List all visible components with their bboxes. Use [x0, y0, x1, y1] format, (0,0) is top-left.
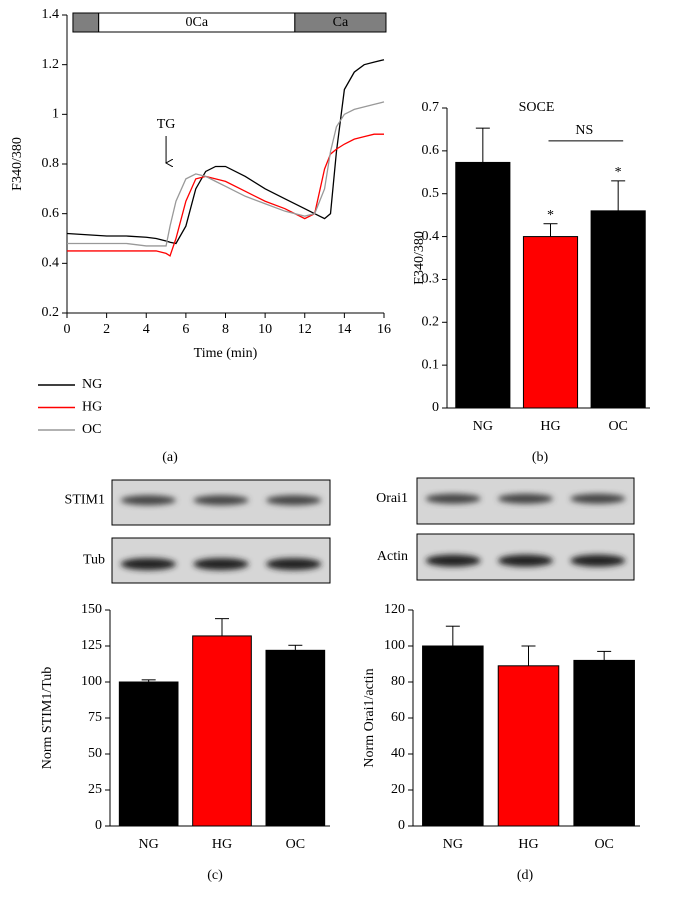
- x-tick-label: OC: [594, 837, 613, 852]
- y-tick-label: 75: [88, 710, 102, 725]
- series-line: [67, 133, 384, 257]
- y-tick-label: 1.2: [42, 57, 60, 72]
- y-tick-label: 1: [52, 107, 59, 122]
- legend-label: HG: [82, 400, 102, 415]
- y-tick-label: 0.6: [42, 206, 60, 221]
- blot-band: [266, 495, 322, 506]
- blot-band: [120, 558, 176, 571]
- y-tick-label: 0: [432, 400, 439, 415]
- blot-band: [193, 495, 249, 506]
- blot-band: [425, 493, 481, 504]
- caption: (b): [532, 450, 549, 465]
- y-tick-label: 80: [391, 674, 405, 689]
- blot-band: [498, 554, 553, 567]
- y-tick-label: 1.4: [42, 7, 60, 22]
- y-tick-label: 40: [391, 746, 405, 761]
- period-label: 0Ca: [185, 15, 208, 30]
- bar: [118, 681, 179, 827]
- bar: [497, 665, 560, 827]
- blot-band: [266, 558, 322, 571]
- y-tick-label: 0.2: [42, 305, 60, 320]
- x-tick-label: 10: [258, 322, 272, 337]
- x-axis-label: Time (min): [194, 346, 258, 361]
- blot-band: [498, 493, 553, 504]
- x-tick-label: NG: [473, 419, 493, 434]
- significance-mark: *: [615, 165, 622, 180]
- y-axis-label: Norm Orai1/actin: [362, 668, 377, 767]
- x-tick-label: 6: [182, 322, 189, 337]
- x-tick-label: OC: [608, 419, 627, 434]
- significance-mark: *: [547, 208, 554, 223]
- period-bar: [294, 12, 387, 33]
- bar: [192, 635, 252, 827]
- y-tick-label: 20: [391, 782, 405, 797]
- y-tick-label: 0.2: [422, 315, 440, 330]
- y-tick-label: 125: [81, 638, 102, 653]
- y-axis-label: F340/380: [10, 137, 25, 191]
- bar: [522, 236, 579, 409]
- y-tick-label: 150: [81, 602, 102, 617]
- blot-band: [425, 554, 481, 567]
- period-bar: [72, 12, 100, 33]
- series-line: [67, 101, 385, 247]
- blot-label: Tub: [83, 553, 105, 568]
- blot-label: Actin: [377, 549, 408, 564]
- x-tick-label: NG: [443, 837, 463, 852]
- caption: (d): [517, 868, 534, 883]
- blot-label: Orai1: [376, 491, 408, 506]
- y-tick-label: 25: [88, 782, 102, 797]
- blot-band: [193, 558, 249, 571]
- y-tick-label: 60: [391, 710, 405, 725]
- y-tick-label: 0.6: [422, 143, 440, 158]
- y-tick-label: 120: [384, 602, 405, 617]
- legend-label: OC: [82, 422, 101, 437]
- x-tick-label: HG: [212, 837, 232, 852]
- bar: [455, 161, 511, 409]
- y-tick-label: 0.5: [422, 186, 440, 201]
- x-tick-label: 4: [143, 322, 150, 337]
- blot-label: STIM1: [65, 493, 105, 508]
- legend-label: NG: [82, 377, 102, 392]
- comparison-label: NS: [575, 123, 593, 138]
- blot-band: [120, 495, 176, 506]
- x-tick-label: HG: [540, 419, 560, 434]
- blot-band: [570, 493, 626, 504]
- y-tick-label: 50: [88, 746, 102, 761]
- y-tick-label: 100: [81, 674, 102, 689]
- caption: (a): [162, 450, 178, 465]
- x-tick-label: HG: [518, 837, 538, 852]
- x-tick-label: NG: [139, 837, 159, 852]
- bar: [590, 210, 646, 409]
- caption: (c): [207, 868, 223, 883]
- y-tick-label: 0.8: [42, 156, 60, 171]
- y-axis-label: F340/380: [412, 231, 427, 285]
- bar: [573, 659, 635, 827]
- x-tick-label: 14: [337, 322, 351, 337]
- y-tick-label: 0.1: [422, 357, 440, 372]
- bar: [265, 649, 326, 827]
- y-axis-label: Norm STIM1/Tub: [40, 667, 55, 770]
- x-tick-label: OC: [286, 837, 305, 852]
- bar: [422, 645, 484, 827]
- period-label: Ca: [333, 15, 349, 30]
- y-tick-label: 0.4: [42, 256, 60, 271]
- y-tick-label: 100: [384, 638, 405, 653]
- y-tick-label: 0.7: [422, 100, 440, 115]
- series-line: [66, 59, 385, 245]
- annotation: TG: [157, 117, 176, 132]
- chart-title: SOCE: [519, 100, 555, 115]
- y-tick-label: 0: [95, 818, 102, 833]
- blot-band: [570, 554, 626, 567]
- x-tick-label: 8: [222, 322, 229, 337]
- x-tick-label: 2: [103, 322, 110, 337]
- x-tick-label: 16: [377, 322, 391, 337]
- x-tick-label: 0: [64, 322, 71, 337]
- y-tick-label: 0.3: [422, 272, 440, 287]
- y-tick-label: 0: [398, 818, 405, 833]
- y-tick-label: 0.4: [422, 229, 440, 244]
- x-tick-label: 12: [298, 322, 312, 337]
